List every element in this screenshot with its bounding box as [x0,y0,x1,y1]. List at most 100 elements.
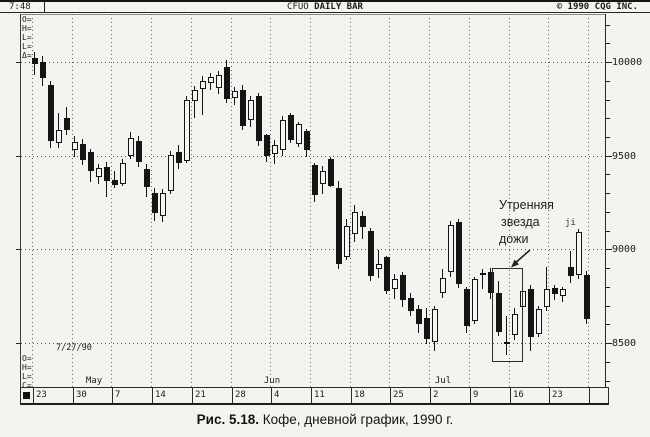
candle-body-up [127,137,134,156]
candle-body-down [239,90,246,126]
price-label-8500: 8500 [612,338,637,350]
price-tick-minor [606,211,610,213]
annotation-line-3: дожи [499,232,529,246]
quote-label: L= [22,372,32,381]
price-tick-minor [606,268,610,270]
candle-body-down [223,66,230,100]
gridline-h-9000 [21,249,605,250]
gridline-v-week-8 [350,14,351,387]
candle-body-down [151,193,158,213]
date-cell-divider [232,388,233,403]
candle-body-up [559,288,566,297]
gridline-v-week-7 [310,14,311,387]
figure-title: Кофе, дневной график, 1990 г. [259,412,454,427]
top-border [0,0,650,2]
annotation-line-1: Утренняя [499,198,554,212]
week-label-2: 2 [433,390,439,400]
date-cell-divider [73,388,74,403]
gridline-v-week-13 [548,14,549,387]
candle-body-down [327,159,334,186]
header-divider [44,2,45,12]
candle-body-down [287,115,294,140]
candle-body-up [167,154,174,192]
candle-body-down [567,267,574,276]
candle-doji-body [503,341,510,344]
candle-body-up [471,279,478,321]
week-label-16: 16 [513,390,524,400]
price-tick-minor [606,174,610,176]
price-tick-minor [606,43,610,45]
candle-body-down [103,166,110,181]
candle-wick [506,315,507,356]
annotation-line-2: звезда [501,215,540,229]
price-axis-line [605,14,606,388]
candle-body-up [183,99,190,162]
week-label-23: 23 [552,390,563,400]
price-label-9500: 9500 [612,150,637,162]
candle-body-down [495,292,502,332]
price-label-9000: 9000 [612,244,637,256]
candle-body-down [359,215,366,227]
gridline-v-week-5 [231,14,232,387]
candle-body-down [31,58,38,64]
candle-body-up [447,225,454,272]
price-tick-minor [606,193,610,195]
date-cell-divider [271,388,272,403]
candle-body-up [535,309,542,334]
candle-body-down [455,222,462,284]
date-axis-row: 23 30 7 14 21 28 4 11 18 25 2 9 16 23 [20,387,609,405]
price-tick-minor [606,305,610,307]
price-tick-minor [606,380,610,382]
chart-title: CFUO DAILY BAR [0,2,650,12]
gridline-v-week-1 [72,14,73,387]
candle-body-down [415,309,422,325]
header-underline [0,12,650,13]
price-tick-left [16,249,20,251]
candle-body-down [39,62,46,78]
price-tick-minor [606,137,610,138]
candle-body-up [439,278,446,294]
price-tick-major [606,62,612,63]
quote-label: O= [22,354,32,363]
gridline-h-9500 [21,156,605,157]
candle-body-up [575,231,582,275]
date-cell-divider [112,388,113,403]
week-label-28: 28 [235,390,246,400]
candle-doji-body [479,273,486,276]
candle-body-up [231,91,238,98]
candle-body-up [55,129,62,143]
candle-body-up [119,163,126,184]
candle-wick [194,86,195,119]
candle-body-up [207,77,214,83]
candle-body-down [399,274,406,300]
copyright-label: © 1990 CQG INC. [556,2,638,12]
quote-label: O= [22,15,32,24]
date-cell-divider [510,388,511,403]
candle-body-up [247,100,254,121]
candle-body-up [215,75,222,89]
candle-body-down [527,288,534,338]
date-cell-divider [390,388,391,403]
quote-label: L= [22,42,32,51]
plot-top-border [20,14,606,15]
price-tick-major [606,343,612,345]
week-label-23: 23 [36,390,47,400]
symbol-label: CFUO [287,2,309,12]
price-tick-minor [606,118,610,120]
candle-body-down [63,118,70,131]
quote-label: H= [22,363,32,372]
candle-body-up [95,167,102,178]
week-label-9: 9 [473,390,479,400]
candle-body-down [143,168,150,188]
month-label-May: May [85,376,103,386]
date-cell-divider [351,388,352,403]
week-label-25: 25 [393,390,404,400]
candle-wick [202,76,203,116]
candle-body-up [431,309,438,343]
price-tick-minor [606,361,610,363]
price-tick-minor [606,230,610,232]
week-label-11: 11 [314,390,325,400]
cursor-square-icon [23,392,30,399]
quote-block-top: O= H= L= L= Δ= [22,15,32,60]
